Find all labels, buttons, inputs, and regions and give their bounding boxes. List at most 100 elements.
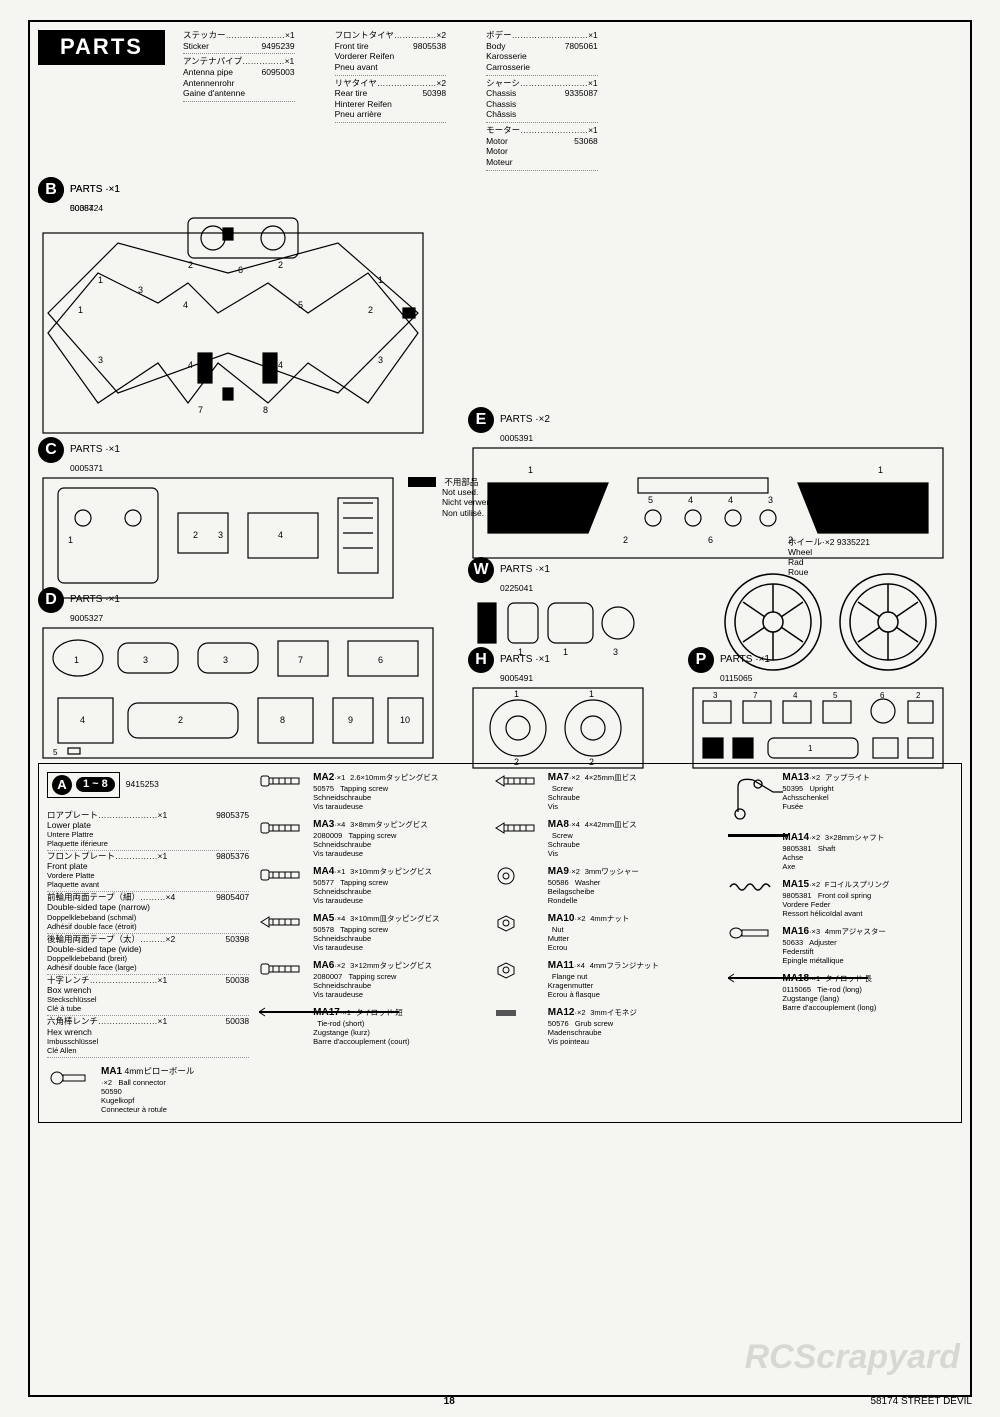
svg-text:4: 4 bbox=[728, 495, 733, 505]
sprue-W-code: 0225041 bbox=[500, 583, 648, 593]
hardware-steps: 1 ~ 8 bbox=[76, 777, 115, 792]
hardware-left-item: ロアプレート…………………×1Lower plateUntere Plattre… bbox=[47, 810, 249, 851]
svg-text:2: 2 bbox=[178, 715, 183, 725]
sprue-H-code: 9005491 bbox=[500, 673, 648, 683]
sprue-C: C PARTS ·×1 0005371 1 2 3 4 bbox=[38, 437, 398, 605]
sprue-D: D PARTS ·×1 9005327 1 3 3 7 6 4 5 2 8 9 … bbox=[38, 587, 438, 765]
sprue-B-diagram: 1 2 2 1 3 4 4 3 bbox=[38, 213, 428, 413]
svg-text:2: 2 bbox=[193, 530, 198, 540]
MA13-icon bbox=[728, 772, 774, 824]
MA17-icon bbox=[259, 1007, 305, 1019]
page-frame: PARTS ステッカー…………………×1 Sticker9495239 アンテナ… bbox=[28, 20, 972, 1397]
svg-text:1: 1 bbox=[74, 655, 79, 665]
ma-item-MA6: MA6·×2 3×12mmタッピングビス 2080007 Tapping scr… bbox=[259, 960, 484, 999]
svg-text:4: 4 bbox=[188, 360, 193, 370]
ma-item-MA15: MA15·×2 Fコイルスプリング 9805381 Front coil spr… bbox=[728, 879, 953, 918]
MA18-icon bbox=[728, 973, 774, 985]
header-item: ボデー………………………×1 Body7805061 KarosserieCar… bbox=[486, 30, 598, 76]
header-item: アンテナパイプ……………×1 Antenna pipe6095003 Anten… bbox=[183, 56, 295, 102]
svg-text:5: 5 bbox=[833, 691, 838, 700]
MA3-icon bbox=[259, 819, 305, 839]
svg-text:1: 1 bbox=[808, 744, 813, 753]
header-item: ステッカー…………………×1 Sticker9495239 bbox=[183, 30, 295, 54]
sprue-H-label: PARTS ·×1 bbox=[500, 654, 550, 665]
svg-text:1: 1 bbox=[378, 275, 383, 285]
MA2-icon bbox=[259, 772, 305, 792]
svg-text:3: 3 bbox=[713, 691, 718, 700]
hardware-header: A1 ~ 8 9415253 bbox=[47, 772, 249, 798]
MA6-icon bbox=[259, 960, 305, 980]
sprue-C-code: 0005371 bbox=[70, 463, 398, 473]
ma-item-MA17: MA17·×1 タイロッド 短 Tie-rod (short) Zugstang… bbox=[259, 1007, 484, 1046]
header-item: モーター……………………×1 Motor53068 MotorMoteur bbox=[486, 125, 598, 171]
sprue-P-label: PARTS ·×1 bbox=[720, 654, 770, 665]
ma-item-MA10: MA10·×2 4mmナット Nut Mutter Ecrou bbox=[494, 913, 719, 952]
MA10-icon bbox=[494, 913, 540, 935]
header-item: リヤタイヤ…………………×2 Rear tire50398 Hinterer R… bbox=[335, 78, 446, 124]
parts-title-badge: PARTS bbox=[38, 30, 165, 65]
svg-text:4: 4 bbox=[80, 715, 85, 725]
sprue-B: B PARTS ·×1 50387 1 2 2 1 3 4 4 3 bbox=[38, 177, 428, 415]
svg-text:1: 1 bbox=[514, 689, 519, 699]
svg-text:4: 4 bbox=[688, 495, 693, 505]
svg-text:1: 1 bbox=[98, 275, 103, 285]
hardware-left-item: 後輪用両面テープ（太）………×2Double-sided tape (wide)… bbox=[47, 934, 249, 975]
sprue-E-code: 0005391 bbox=[500, 433, 948, 443]
svg-text:1: 1 bbox=[589, 689, 594, 699]
sprue-B-letter: B bbox=[38, 177, 64, 203]
ma-item-MA7: MA7·×2 4×25mm皿ビス Screw Schraube Vis bbox=[494, 772, 719, 811]
ma-item-MA14: MA14·×2 3×28mmシャフト 9805381 Shaft Achse A… bbox=[728, 832, 953, 871]
svg-text:1: 1 bbox=[528, 465, 533, 475]
ma-item-MA8: MA8·×4 4×42mm皿ビス Screw Schraube Vis bbox=[494, 819, 719, 858]
svg-text:3: 3 bbox=[768, 495, 773, 505]
svg-text:7: 7 bbox=[298, 655, 303, 665]
ma-item-MA3: MA3·×4 3×8mmタッピングビス 2080009 Tapping scre… bbox=[259, 819, 484, 858]
MA11-icon bbox=[494, 960, 540, 982]
svg-text:3: 3 bbox=[98, 355, 103, 365]
ma-item-MA16: MA16·×3 4mmアジャスター 50633 Adjuster Federst… bbox=[728, 926, 953, 965]
MA15-icon bbox=[728, 879, 774, 897]
svg-text:3: 3 bbox=[143, 655, 148, 665]
sprue-D-code: 9005327 bbox=[70, 613, 438, 623]
hardware-left-item: フロントプレート……………×1Front plateVordere Platte… bbox=[47, 851, 249, 892]
black-box-icon bbox=[408, 477, 436, 487]
ma-item-MA12: MA12·×2 3mmイモネジ 50576 Grub screw Madensc… bbox=[494, 1007, 719, 1046]
svg-text:2: 2 bbox=[589, 757, 594, 767]
ma1-row: MA1 4mmピローボール ·×2 Ball connector 50590 K… bbox=[47, 1066, 249, 1114]
sprue-H-diagram: 1 1 2 2 bbox=[468, 683, 648, 773]
MA8-icon bbox=[494, 819, 540, 839]
ma-item-MA13: MA13·×2 アップライト 50395 Upright Achsschenke… bbox=[728, 772, 953, 824]
header-item-columns: ステッカー…………………×1 Sticker9495239 アンテナパイプ………… bbox=[183, 30, 962, 171]
sprue-E-diagram: 1 1 5 4 4 3 2 2 6 bbox=[468, 443, 948, 563]
MA7-icon bbox=[494, 772, 540, 792]
hardware-left-item: 前輪用両面テープ（細）………×4Double-sided tape (narro… bbox=[47, 892, 249, 933]
wheel-jp: ホイール·×2 9335221 bbox=[788, 537, 870, 547]
sprue-E-label: PARTS ·×2 bbox=[500, 414, 550, 425]
ma-item-MA4: MA4·×1 3×10mmタッピングビス 50577 Tapping screw… bbox=[259, 866, 484, 905]
ma-item-MA18: MA18·×1 タイロッド 長 0115065 Tie-rod (long) Z… bbox=[728, 973, 953, 1012]
sprue-H: H PARTS ·×1 9005491 1 1 2 2 bbox=[468, 647, 648, 775]
footer-model: 58174 STREET DEVIL bbox=[870, 1396, 972, 1407]
svg-text:7: 7 bbox=[753, 691, 758, 700]
svg-text:1: 1 bbox=[878, 465, 883, 475]
sprue-C-label: PARTS ·×1 bbox=[70, 444, 120, 455]
svg-text:2: 2 bbox=[188, 260, 193, 270]
ball-connector-icon bbox=[47, 1066, 93, 1090]
svg-text:2: 2 bbox=[514, 757, 519, 767]
svg-text:4: 4 bbox=[793, 691, 798, 700]
header-item: シャーシ……………………×1 Chassis9335087 ChassisChâ… bbox=[486, 78, 598, 124]
sprue-B-code: 50387 bbox=[70, 203, 428, 213]
svg-text:5: 5 bbox=[648, 495, 653, 505]
sprue-W-label: PARTS ·×1 bbox=[500, 564, 550, 575]
sprue-B-label: PARTS ·×1 bbox=[70, 184, 120, 195]
ma-item-MA9: MA9·×2 3mmワッシャー 50586 Washer Beilagschei… bbox=[494, 866, 719, 905]
svg-text:8: 8 bbox=[280, 715, 285, 725]
svg-text:6: 6 bbox=[880, 691, 885, 700]
wheel-en: Wheel bbox=[788, 547, 812, 557]
svg-text:5: 5 bbox=[53, 748, 58, 757]
page-number: 18 bbox=[444, 1396, 455, 1407]
ma-item-MA11: MA11·×4 4mmフランジナット Flange nut Kragenmutt… bbox=[494, 960, 719, 999]
hardware-left-item: 十字レンチ……………………×1Box wrenchSteckschlüsselC… bbox=[47, 975, 249, 1016]
MA4-icon bbox=[259, 866, 305, 886]
MA5-icon bbox=[259, 913, 305, 933]
